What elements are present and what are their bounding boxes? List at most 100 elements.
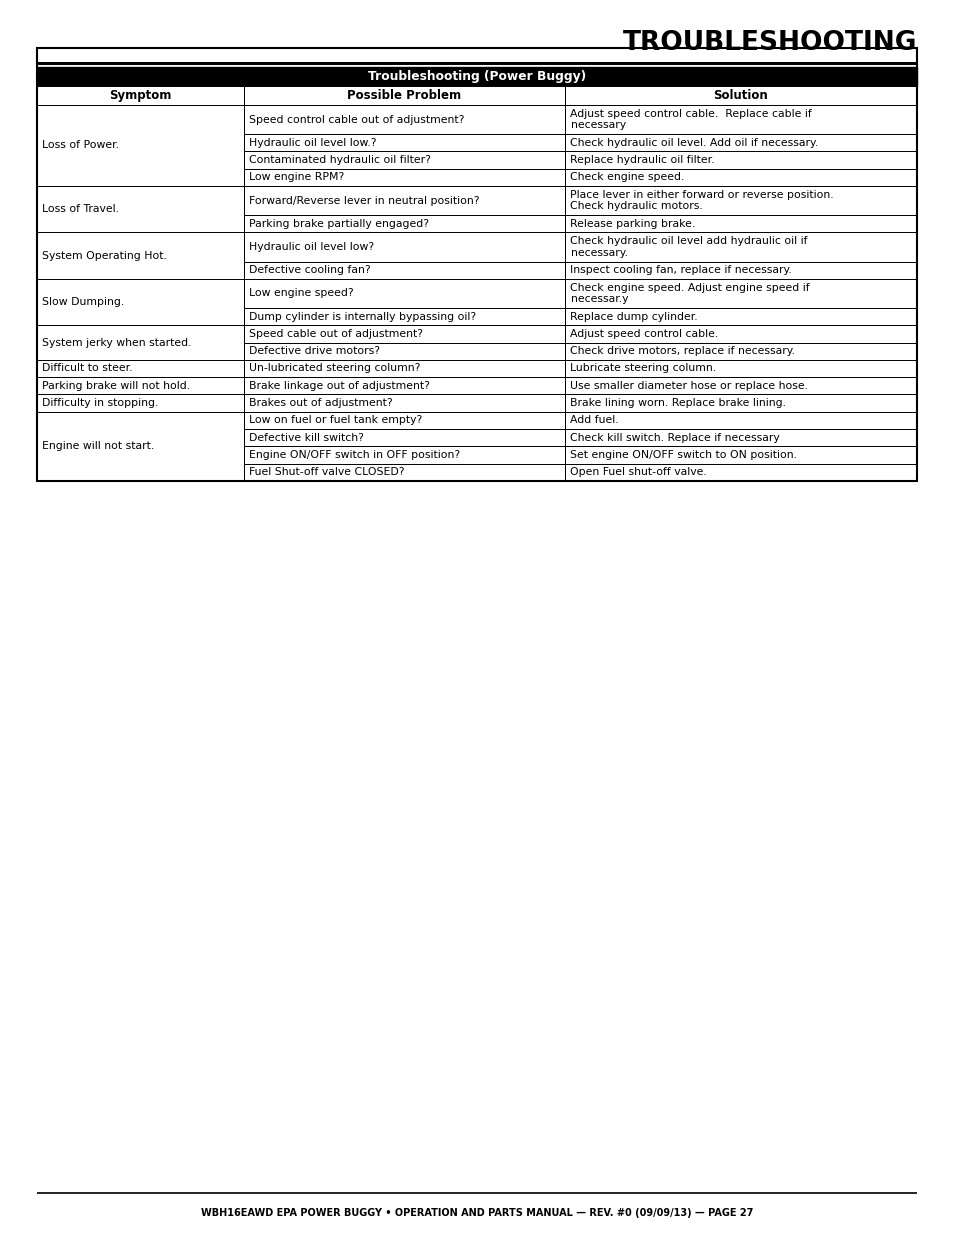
Bar bbox=[37, 394, 244, 411]
Text: Check engine speed. Adjust engine speed if
necessar.y: Check engine speed. Adjust engine speed … bbox=[570, 283, 809, 304]
Text: Defective drive motors?: Defective drive motors? bbox=[249, 346, 380, 356]
Bar bbox=[244, 169, 564, 186]
Bar bbox=[564, 308, 916, 325]
Bar bbox=[564, 429, 916, 446]
Bar bbox=[244, 463, 564, 480]
Text: System Operating Hot.: System Operating Hot. bbox=[43, 251, 167, 261]
Text: Defective cooling fan?: Defective cooling fan? bbox=[249, 266, 371, 275]
Bar bbox=[244, 232, 564, 262]
Text: Symptom: Symptom bbox=[109, 89, 172, 103]
Text: Difficulty in stopping.: Difficulty in stopping. bbox=[43, 398, 159, 408]
Text: Check hydraulic oil level. Add oil if necessary.: Check hydraulic oil level. Add oil if ne… bbox=[570, 138, 818, 148]
Bar bbox=[244, 359, 564, 377]
Text: Lubricate steering column.: Lubricate steering column. bbox=[570, 363, 716, 373]
Text: Low engine speed?: Low engine speed? bbox=[249, 288, 354, 299]
Text: Adjust speed control cable.  Replace cable if
necessary: Adjust speed control cable. Replace cabl… bbox=[570, 109, 811, 131]
Text: Engine ON/OFF switch in OFF position?: Engine ON/OFF switch in OFF position? bbox=[249, 450, 460, 459]
Bar bbox=[244, 411, 564, 429]
Text: Possible Problem: Possible Problem bbox=[347, 89, 461, 103]
Bar bbox=[564, 446, 916, 463]
Bar bbox=[564, 232, 916, 262]
Text: Use smaller diameter hose or replace hose.: Use smaller diameter hose or replace hos… bbox=[570, 380, 807, 390]
Text: Add fuel.: Add fuel. bbox=[570, 415, 618, 425]
Text: Defective kill switch?: Defective kill switch? bbox=[249, 432, 364, 442]
Bar bbox=[244, 377, 564, 394]
Bar bbox=[244, 105, 564, 135]
Bar bbox=[564, 377, 916, 394]
Text: Un-lubricated steering column?: Un-lubricated steering column? bbox=[249, 363, 420, 373]
Bar bbox=[244, 325, 564, 342]
Text: Open Fuel shut-off valve.: Open Fuel shut-off valve. bbox=[570, 467, 706, 477]
Text: Parking brake partially engaged?: Parking brake partially engaged? bbox=[249, 219, 429, 228]
Bar bbox=[244, 446, 564, 463]
Text: Adjust speed control cable.: Adjust speed control cable. bbox=[570, 329, 718, 338]
Bar bbox=[244, 135, 564, 152]
Bar bbox=[37, 377, 244, 394]
Bar bbox=[244, 308, 564, 325]
Text: Inspect cooling fan, replace if necessary.: Inspect cooling fan, replace if necessar… bbox=[570, 266, 791, 275]
Text: Speed cable out of adjustment?: Speed cable out of adjustment? bbox=[249, 329, 423, 338]
Text: Engine will not start.: Engine will not start. bbox=[43, 441, 154, 451]
Text: Check hydraulic oil level add hydraulic oil if
necessary.: Check hydraulic oil level add hydraulic … bbox=[570, 236, 807, 258]
Text: Place lever in either forward or reverse position.
Check hydraulic motors.: Place lever in either forward or reverse… bbox=[570, 190, 833, 211]
Bar bbox=[564, 186, 916, 215]
Text: Replace dump cylinder.: Replace dump cylinder. bbox=[570, 311, 698, 321]
Text: Loss of Power.: Loss of Power. bbox=[43, 141, 119, 151]
Text: System jerky when started.: System jerky when started. bbox=[43, 337, 192, 347]
Text: WBH16EAWD EPA POWER BUGGY • OPERATION AND PARTS MANUAL — REV. #0 (09/09/13) — PA: WBH16EAWD EPA POWER BUGGY • OPERATION AN… bbox=[200, 1208, 753, 1218]
Bar bbox=[564, 86, 916, 105]
Bar bbox=[244, 215, 564, 232]
Text: Solution: Solution bbox=[713, 89, 767, 103]
Text: Low on fuel or fuel tank empty?: Low on fuel or fuel tank empty? bbox=[249, 415, 422, 425]
Text: Replace hydraulic oil filter.: Replace hydraulic oil filter. bbox=[570, 156, 714, 165]
Text: Brakes out of adjustment?: Brakes out of adjustment? bbox=[249, 398, 393, 408]
Text: Check engine speed.: Check engine speed. bbox=[570, 173, 684, 183]
Text: Low engine RPM?: Low engine RPM? bbox=[249, 173, 344, 183]
Bar bbox=[37, 232, 244, 279]
Bar bbox=[564, 262, 916, 279]
Text: Hydraulic oil level low?: Hydraulic oil level low? bbox=[249, 242, 374, 252]
Text: Slow Dumping.: Slow Dumping. bbox=[43, 296, 125, 308]
Bar bbox=[564, 359, 916, 377]
Bar bbox=[244, 342, 564, 359]
Bar bbox=[564, 394, 916, 411]
Bar bbox=[564, 411, 916, 429]
Bar bbox=[37, 325, 244, 359]
Text: Contaminated hydraulic oil filter?: Contaminated hydraulic oil filter? bbox=[249, 156, 431, 165]
Bar bbox=[37, 105, 244, 186]
Text: Set engine ON/OFF switch to ON position.: Set engine ON/OFF switch to ON position. bbox=[570, 450, 797, 459]
Bar bbox=[37, 67, 916, 86]
Bar bbox=[37, 48, 916, 480]
Bar bbox=[564, 215, 916, 232]
Text: Release parking brake.: Release parking brake. bbox=[570, 219, 695, 228]
Text: Speed control cable out of adjustment?: Speed control cable out of adjustment? bbox=[249, 115, 464, 125]
Text: Check drive motors, replace if necessary.: Check drive motors, replace if necessary… bbox=[570, 346, 795, 356]
Text: Fuel Shut-off valve CLOSED?: Fuel Shut-off valve CLOSED? bbox=[249, 467, 404, 477]
Bar bbox=[244, 279, 564, 308]
Bar bbox=[37, 359, 244, 377]
Bar bbox=[244, 394, 564, 411]
Bar bbox=[244, 262, 564, 279]
Bar bbox=[37, 279, 244, 325]
Text: Brake lining worn. Replace brake lining.: Brake lining worn. Replace brake lining. bbox=[570, 398, 785, 408]
Bar bbox=[37, 411, 244, 480]
Text: Troubleshooting (Power Buggy): Troubleshooting (Power Buggy) bbox=[368, 70, 585, 83]
Bar bbox=[244, 429, 564, 446]
Text: Difficult to steer.: Difficult to steer. bbox=[43, 363, 132, 373]
Text: Dump cylinder is internally bypassing oil?: Dump cylinder is internally bypassing oi… bbox=[249, 311, 476, 321]
Bar bbox=[37, 86, 244, 105]
Text: Hydraulic oil level low.?: Hydraulic oil level low.? bbox=[249, 138, 376, 148]
Bar bbox=[564, 279, 916, 308]
Bar bbox=[564, 342, 916, 359]
Bar bbox=[564, 105, 916, 135]
Bar bbox=[37, 186, 244, 232]
Text: TROUBLESHOOTING: TROUBLESHOOTING bbox=[622, 30, 916, 56]
Bar bbox=[564, 135, 916, 152]
Bar bbox=[244, 86, 564, 105]
Text: Parking brake will not hold.: Parking brake will not hold. bbox=[43, 380, 191, 390]
Text: Loss of Travel.: Loss of Travel. bbox=[43, 204, 119, 214]
Bar bbox=[564, 169, 916, 186]
Bar bbox=[564, 463, 916, 480]
Text: Brake linkage out of adjustment?: Brake linkage out of adjustment? bbox=[249, 380, 430, 390]
Text: Forward/Reverse lever in neutral position?: Forward/Reverse lever in neutral positio… bbox=[249, 195, 479, 205]
